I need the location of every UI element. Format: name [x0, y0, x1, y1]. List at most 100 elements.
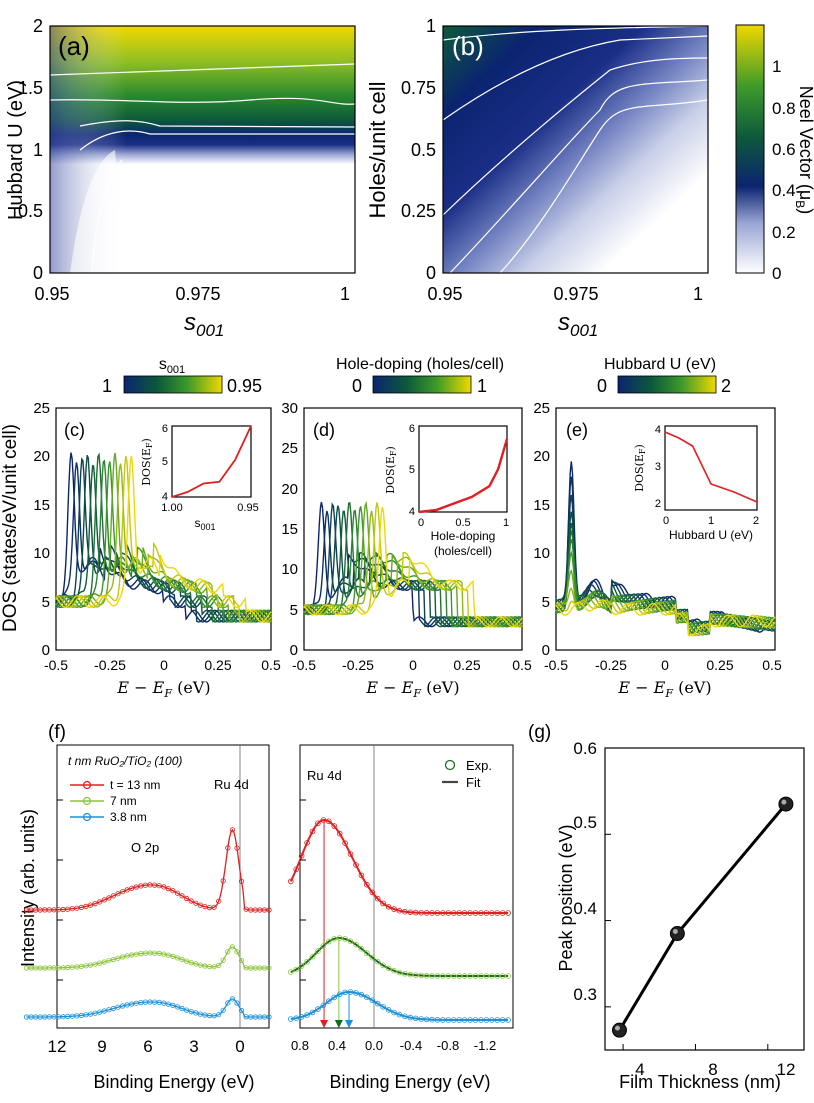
- xtick-label: 0.95: [34, 284, 69, 304]
- colorbar-neel: 0 0.2 0.4 0.6 0.8 1 Neel Vector (μB): [735, 24, 814, 283]
- xps-point: [467, 973, 473, 979]
- xps-point: [92, 961, 98, 967]
- xtick-label: -0.25: [342, 657, 374, 673]
- xps-point: [407, 909, 414, 916]
- xps-curve: [26, 946, 269, 969]
- xps-point: [325, 998, 332, 1004]
- ytick-label: 0.5: [411, 140, 436, 160]
- dos-y-axis-label: DOS (states/eV/unit cell): [0, 424, 21, 632]
- colorbar-d-bar: [372, 375, 472, 394]
- contour-line: [442, 35, 709, 121]
- ytick-label: 5: [42, 594, 50, 611]
- xps-point: [170, 953, 176, 960]
- f-left-xlabel: Binding Energy (eV): [93, 1072, 254, 1092]
- xps-point: [434, 1016, 441, 1023]
- inset-xtick: 0: [663, 515, 669, 527]
- ytick-label: 5: [542, 594, 550, 611]
- xps-point: [418, 1016, 425, 1022]
- f-right-xlabel: Binding Energy (eV): [329, 1072, 490, 1092]
- xps-point: [445, 973, 452, 979]
- xtick-label: 12: [48, 1037, 67, 1056]
- xps-point: [234, 949, 240, 955]
- xtick-label: 4: [635, 1060, 644, 1079]
- xtick-label: 3: [189, 1037, 198, 1056]
- colorbar-tick: 0.8: [772, 99, 796, 118]
- xps-point: [229, 827, 235, 833]
- colorbar-tick: 0.4: [772, 181, 796, 200]
- xps-point: [445, 1017, 452, 1023]
- point-highlight: [614, 1025, 620, 1031]
- inset-ytick: 5: [409, 464, 415, 476]
- inset-d-line: [418, 438, 509, 514]
- xps-point: [229, 996, 235, 1002]
- xps-point: [101, 959, 107, 965]
- xtick-label: 0.5: [261, 657, 281, 673]
- x-axis-label-e: E − EF (eV): [617, 678, 711, 700]
- inset-ytick: 6: [162, 423, 168, 435]
- inset-xtick: 0: [418, 517, 424, 529]
- ytick-label: 0: [290, 642, 298, 659]
- xps-point: [216, 898, 222, 904]
- x-axis-label-b: s001: [558, 309, 598, 340]
- axes-frame-f-left: [56, 744, 270, 1029]
- xps-point: [266, 1014, 272, 1020]
- panel-label-g: (g): [528, 722, 551, 743]
- xps-point: [220, 957, 226, 963]
- inset-ytick: 4: [655, 424, 661, 436]
- xps-point: [320, 1002, 327, 1009]
- dos-curve: [303, 506, 523, 628]
- xps-point: [287, 1016, 294, 1022]
- xps-point: [342, 840, 348, 846]
- dos-curve: [55, 461, 272, 623]
- inset-c-line: [171, 425, 252, 498]
- inset-ytick: 6: [409, 423, 415, 435]
- dos-curve: [555, 599, 776, 637]
- f-legend-right: Exp. Fit: [442, 758, 492, 790]
- xtick-label: 0.0: [365, 1038, 383, 1053]
- panel-e: (e) 0 5 10 15 20 25 -0.5 -0.25 0 0.25 0.…: [533, 400, 782, 700]
- xps-point: [402, 1013, 408, 1020]
- legend-label-3.8nm: 3.8 nm: [110, 810, 147, 824]
- xtick-label: -0.8: [437, 1038, 459, 1053]
- ytick-label: 0.4: [573, 899, 597, 918]
- ytick-label: 0.75: [401, 78, 436, 98]
- xps-point: [488, 973, 495, 979]
- inset-xtick: 0.5: [455, 517, 470, 529]
- panel-label-a: (a): [58, 31, 90, 61]
- xps-point: [220, 878, 226, 884]
- point-highlight: [672, 929, 678, 935]
- xps-point: [238, 1007, 245, 1014]
- ytick-label: 0: [542, 642, 550, 659]
- xps-point: [298, 963, 305, 969]
- axes-frame-a: [49, 25, 356, 274]
- xps-point: [440, 910, 446, 916]
- inset-xtick: 1: [708, 515, 714, 527]
- panel-a: (a) 0 0.5 1 1.5 2 0.95 0.975 1 Hubbard U…: [5, 16, 356, 340]
- ytick-label: 15: [281, 521, 298, 538]
- xps-point: [467, 1017, 473, 1023]
- xps-point: [472, 910, 479, 916]
- heatmap-b: [443, 26, 708, 273]
- xps-point: [287, 878, 294, 885]
- inset-ytick: 4: [162, 491, 168, 503]
- xps-point: [92, 900, 98, 907]
- xps-fit: [290, 991, 509, 1021]
- peak-position-series: [605, 747, 794, 1050]
- colorbar-c-min: 1: [102, 376, 112, 396]
- ytick-label: 0.5: [573, 813, 597, 832]
- xps-point: [315, 820, 321, 827]
- xps-point: [402, 908, 408, 915]
- xtick-label: 0.25: [706, 657, 733, 673]
- xtick-label: 0.25: [453, 657, 480, 673]
- contour-line: [49, 63, 356, 76]
- xps-point: [396, 907, 403, 914]
- inset-ytick: 4: [409, 506, 415, 518]
- xtick-label: 0.8: [291, 1038, 309, 1053]
- contour-line: [499, 99, 709, 274]
- xtick-label: -0.5: [292, 657, 316, 673]
- colorbar-d-max: 1: [477, 376, 487, 396]
- xps-point: [225, 845, 231, 851]
- xps-point: [202, 903, 208, 910]
- colorbar-neel-bar: [735, 24, 765, 274]
- xps-point: [353, 990, 359, 996]
